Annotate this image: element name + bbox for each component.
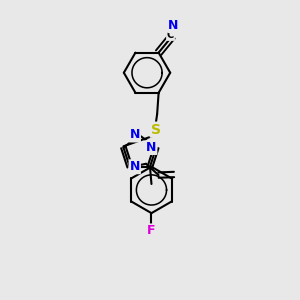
Text: N: N — [130, 128, 140, 142]
Text: N: N — [146, 141, 156, 154]
Text: N: N — [130, 160, 140, 173]
Text: N: N — [168, 19, 179, 32]
Text: S: S — [151, 123, 160, 137]
Text: F: F — [147, 224, 156, 238]
Text: C: C — [167, 30, 174, 40]
